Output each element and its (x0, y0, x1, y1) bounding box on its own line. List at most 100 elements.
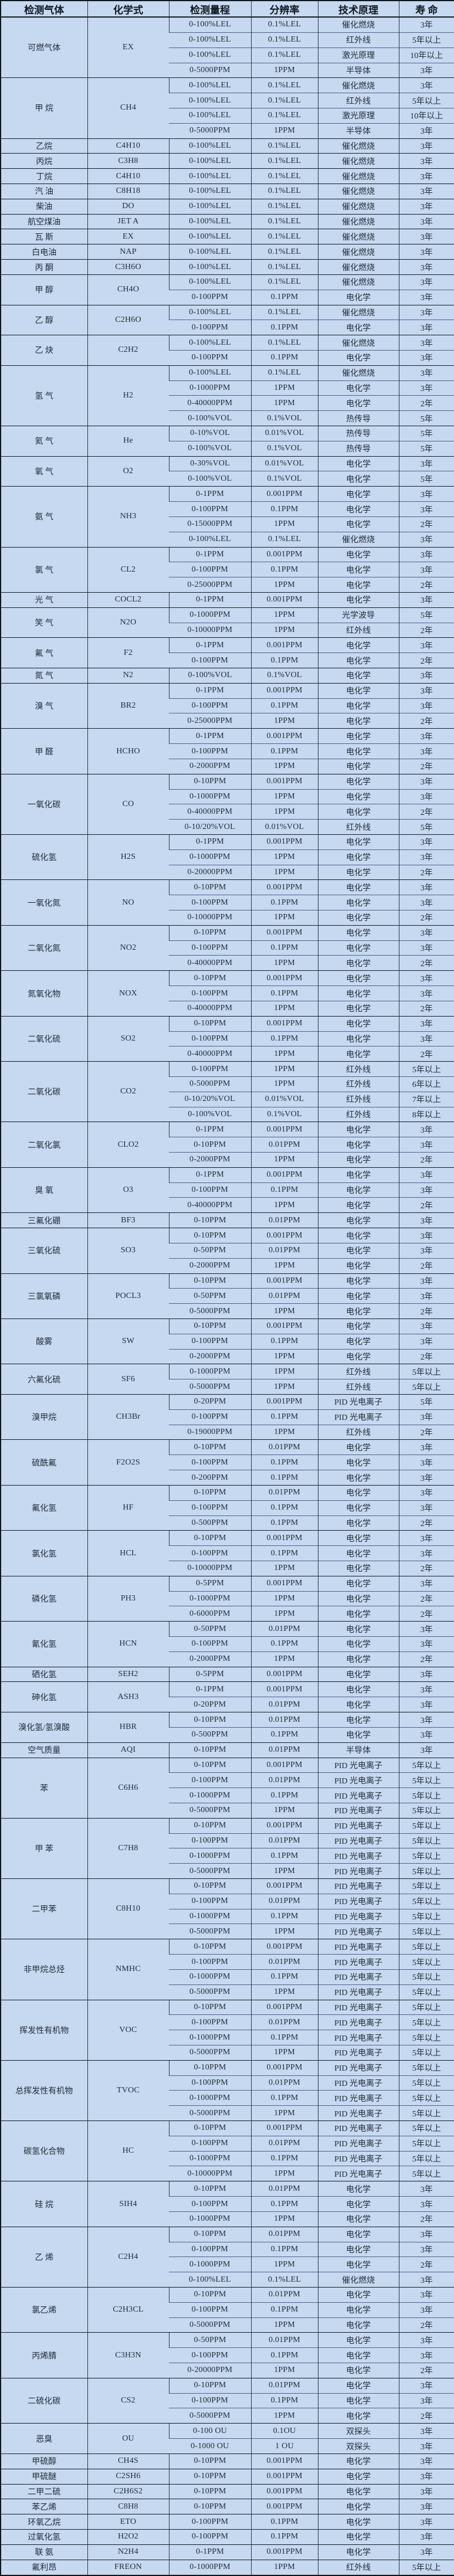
principle-cell: 电化学 (317, 1666, 399, 1682)
resolution-cell: 1PPM (250, 1606, 318, 1622)
resolution-cell: 1PPM (250, 1379, 318, 1395)
table-row: 0-5000PPM 1PPM PID 光电离子 5年以上 (1, 1923, 454, 1939)
formula-cell: C4H10 (87, 168, 169, 184)
life-cell: 3年 (398, 2272, 454, 2288)
table-row: 0-5000PPM 1PPM 红外线 5年以上 (1, 1379, 454, 1395)
life-cell: 2年 (398, 1515, 454, 1531)
resolution-cell: 1PPM (250, 2105, 318, 2121)
range-cell: 0-100%VOL (169, 440, 251, 457)
table-row: 氯 气 CL2 0-1PPM 0.001PPM 电化学 3年 (1, 546, 454, 593)
resolution-cell: 0.1%VOL (250, 410, 318, 426)
range-cell: 0-100PPM (169, 1031, 251, 1046)
formula-cell: C8H18 (87, 183, 169, 199)
resolution-cell: 0.1PPM (250, 1787, 318, 1803)
life-cell: 5年以上 (398, 2150, 454, 2166)
range-cell: 0-1000PPM (169, 1908, 251, 1924)
formula-cell: SO2 (87, 1015, 169, 1062)
life-cell: 3年 (398, 562, 454, 577)
principle-cell: 电化学 (317, 1046, 399, 1062)
range-cell: 0-10PPM (168, 1484, 251, 1501)
range-cell: 0-100PPM (168, 1061, 251, 1077)
formula-cell: CH4S (87, 2453, 169, 2469)
range-cell: 0-1PPM (168, 637, 251, 653)
gas-cell: 三氯氧磷 (1, 1273, 87, 1319)
life-cell: 2年 (398, 713, 454, 729)
resolution-cell: 1PPM (250, 1076, 318, 1092)
table-row: 0-40000PPM 1PPM 电化学 2年 (1, 395, 454, 411)
table-row: 0-1000PPM 0.1PPM PID 光电离子 5年以上 (1, 2090, 454, 2106)
life-cell: 3年 (398, 637, 454, 653)
table-row: 二甲苯 C8H10 0-10PPM 0.001PPM PID 光电离子 5年以上 (1, 1878, 454, 1939)
table-row: 丙 酮 C3H6O 0-100%LEL 0.1%LEL 催化燃烧 3年 (1, 259, 454, 275)
principle-cell: 电化学 (317, 546, 399, 562)
resolution-cell: 1PPM (250, 1348, 318, 1364)
principle-cell: 电化学 (317, 864, 399, 880)
life-cell: 2年 (398, 1348, 454, 1364)
resolution-cell: 0.001PPM (250, 1228, 318, 1243)
resolution-cell: 0.01PPM (250, 1439, 318, 1455)
principle-cell: 双探头 (317, 2423, 399, 2439)
range-cell: 0-5PPM (168, 1575, 251, 1592)
principle-cell: 电化学 (317, 1152, 399, 1168)
life-cell: 3年 (398, 879, 454, 895)
principle-cell: 半导体 (317, 1742, 399, 1758)
principle-cell: 电化学 (317, 925, 399, 941)
table-row: 0-100PPM 0.1PPM 电化学 3年 (1, 985, 454, 1001)
principle-cell: 电化学 (317, 1348, 399, 1364)
life-cell: 3年 (398, 682, 454, 699)
range-cell: 0-100PPM (169, 1545, 251, 1561)
resolution-cell: 0.1PPM (250, 743, 318, 759)
resolution-cell: 1PPM (250, 955, 318, 971)
principle-cell: 电化学 (317, 1636, 399, 1652)
resolution-cell: 0.001PPM (250, 682, 318, 699)
life-cell: 3年 (398, 2438, 454, 2454)
formula-cell: NO (87, 879, 169, 926)
life-cell: 2年 (398, 653, 454, 668)
formula-cell: HC (87, 2120, 169, 2181)
resolution-cell: 0.1PPM (250, 1969, 318, 1985)
table-row: 0-100PPM 0.01PPM PID 光电离子 5年以上 (1, 1893, 454, 1909)
range-cell: 0-1PPM (168, 546, 251, 562)
range-cell: 0-20PPM (168, 1394, 251, 1410)
principle-cell: 电化学 (317, 380, 399, 396)
range-cell: 0-2000PPM (169, 758, 251, 774)
resolution-cell: 0.01%VOL (250, 1091, 318, 1107)
range-cell: 0-100%LEL (168, 304, 251, 320)
range-cell: 0-10000PPM (169, 1560, 251, 1576)
life-cell: 3年 (398, 2529, 454, 2545)
range-cell: 0-100%LEL (168, 138, 251, 154)
gas-cell: 氮 气 (1, 668, 87, 684)
table-row: 0-100PPM 0.1PPM 电化学 3年 (1, 2393, 454, 2408)
life-cell: 3年 (398, 728, 454, 744)
life-cell: 5年以上 (398, 1364, 454, 1379)
life-cell: 5年以上 (398, 2030, 454, 2045)
table-row: 碳氢化合物 HC 0-10PPM 0.001PPM PID 光电离子 5年以上 (1, 2120, 454, 2181)
resolution-cell: 0.001PPM (250, 2499, 318, 2514)
range-cell: 0-5000PPM (169, 123, 251, 139)
gas-cell: 二甲苯 (1, 1878, 87, 1939)
resolution-cell: 0.001PPM (250, 1167, 318, 1183)
range-cell: 0-100%VOL (168, 668, 251, 684)
principle-cell: 催化燃烧 (317, 531, 399, 548)
range-cell: 0-1000PPM (169, 789, 251, 804)
range-cell: 0-100PPM (169, 2302, 251, 2318)
life-cell: 5年以上 (398, 1817, 454, 1834)
principle-cell: 双探头 (317, 2438, 399, 2454)
resolution-cell: 0.1PPM (250, 2241, 318, 2257)
gas-cell: 苯 (1, 1757, 87, 1819)
table-row: 三氯氧磷 POCL3 0-10PPM 0.001PPM 电化学 3年 (1, 1273, 454, 1319)
resolution-cell: 0.001PPM (250, 773, 318, 790)
principle-cell: 催化燃烧 (317, 229, 399, 244)
header-cell-range: 检测量程 (168, 1, 251, 18)
range-cell: 0-1000PPM (168, 2559, 251, 2575)
formula-cell: HBR (87, 1712, 169, 1743)
formula-cell: HF (87, 1484, 169, 1531)
formula-cell: SO3 (87, 1228, 169, 1274)
life-cell: 3年 (398, 1727, 454, 1743)
range-cell: 0-100%LEL (168, 17, 251, 33)
life-cell: 5年以上 (398, 1984, 454, 2000)
principle-cell: 电化学 (317, 1560, 399, 1576)
principle-cell: 催化燃烧 (317, 77, 399, 93)
life-cell: 3年 (398, 970, 454, 986)
life-cell: 3年 (398, 668, 454, 684)
